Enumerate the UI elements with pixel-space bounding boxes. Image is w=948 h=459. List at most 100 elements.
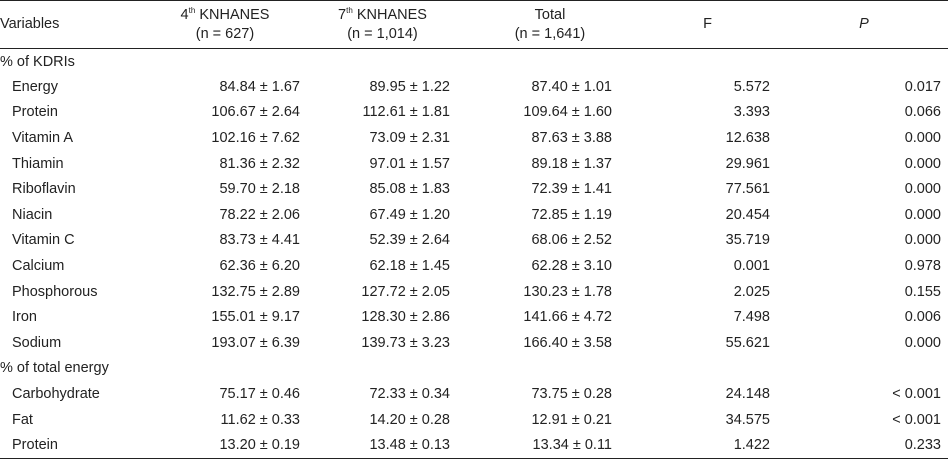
table-row: Fat 11.62 ± 0.33 14.20 ± 0.28 12.91 ± 0.21 3… xyxy=(0,407,948,433)
cell-total: 68.06 ± 2.52 xyxy=(531,232,612,249)
cell-4th-knhanes: 59.70 ± 2.18 xyxy=(219,181,300,198)
cell-total: 62.28 ± 3.10 xyxy=(531,258,612,275)
table-row: Vitamin C 83.73 ± 4.41 52.39 ± 2.64 68.06 ±… xyxy=(0,228,948,254)
cell-p-value: 0.006 xyxy=(904,309,941,326)
table-row: Riboflavin 59.70 ± 2.18 85.08 ± 1.83 72.39 … xyxy=(0,176,948,202)
cell-variable: Protein xyxy=(0,432,150,459)
cell-variable: Iron xyxy=(12,309,37,326)
table-row: Carbohydrate 75.17 ± 0.46 72.33 ± 0.34 73.7… xyxy=(0,381,948,407)
cell-variable: Niacin xyxy=(12,206,53,223)
cell-total: 87.63 ± 3.88 xyxy=(531,130,612,147)
cell-4th-knhanes: 132.75 ± 2.89 xyxy=(211,283,300,300)
header-f: F xyxy=(635,0,780,49)
cell-7th-knhanes: 85.08 ± 1.83 xyxy=(369,181,450,198)
table-body: % of KDRIs Energy 84.84 ± 1.67 89.95 ± 1.22… xyxy=(0,49,948,459)
cell-variable: Energy xyxy=(12,78,58,95)
table-row: Vitamin A 102.16 ± 7.62 73.09 ± 2.31 87.63 … xyxy=(0,125,948,151)
cell-f-value: 2.025 xyxy=(733,283,770,300)
section-header-row: % of total energy xyxy=(0,356,948,382)
cell-4th-knhanes: 84.84 ± 1.67 xyxy=(219,78,300,95)
cell-f-value: 55.621 xyxy=(725,334,770,351)
cell-7th-knhanes: 139.73 ± 3.23 xyxy=(361,334,450,351)
section-header-row: % of KDRIs xyxy=(0,49,948,75)
cell-p-value: 0.000 xyxy=(904,206,941,223)
cell-variable: Vitamin A xyxy=(12,130,73,147)
cell-f-value: 29.961 xyxy=(725,155,770,172)
cell-4th-knhanes: 106.67 ± 2.64 xyxy=(211,104,300,121)
cell-f-value: 0.001 xyxy=(733,258,770,275)
cell-4th-knhanes: 83.73 ± 4.41 xyxy=(219,232,300,249)
cell-total: 166.40 ± 3.58 xyxy=(523,334,612,351)
cell-7th-knhanes: 72.33 ± 0.34 xyxy=(369,386,450,403)
cell-total: 73.75 ± 0.28 xyxy=(531,386,612,403)
cell-4th-knhanes: 81.36 ± 2.32 xyxy=(219,155,300,172)
cell-p-value: 0.017 xyxy=(904,78,941,95)
cell-total: 72.85 ± 1.19 xyxy=(531,206,612,223)
cell-7th-knhanes: 52.39 ± 2.64 xyxy=(369,232,450,249)
cell-7th-knhanes: 13.48 ± 0.13 xyxy=(300,432,465,459)
cell-f-value: 5.572 xyxy=(733,78,770,95)
cell-7th-knhanes: 128.30 ± 2.86 xyxy=(361,309,450,326)
cell-7th-knhanes: 89.95 ± 1.22 xyxy=(369,78,450,95)
cell-4th-knhanes: 62.36 ± 6.20 xyxy=(219,258,300,275)
header-variables: Variables xyxy=(0,0,150,49)
cell-variable: Calcium xyxy=(12,258,65,275)
cell-4th-knhanes: 78.22 ± 2.06 xyxy=(219,206,300,223)
cell-variable: Protein xyxy=(12,104,58,121)
table-row: Phosphorous 132.75 ± 2.89 127.72 ± 2.05 130… xyxy=(0,279,948,305)
cell-variable: Carbohydrate xyxy=(12,386,100,403)
table-row: Energy 84.84 ± 1.67 89.95 ± 1.22 87.40 ± 1.… xyxy=(0,74,948,100)
cell-p-value: 0.000 xyxy=(904,181,941,198)
cell-variable: Riboflavin xyxy=(12,181,76,198)
cell-f-value: 20.454 xyxy=(725,206,770,223)
cell-7th-knhanes: 97.01 ± 1.57 xyxy=(369,155,450,172)
header-p: P xyxy=(780,0,948,49)
cell-variable: Phosphorous xyxy=(12,283,98,300)
header-4th-knhanes: 4th KNHANES (n = 627) xyxy=(150,0,300,49)
cell-p-value: 0.155 xyxy=(904,283,941,300)
cell-f-value: 34.575 xyxy=(725,411,770,428)
cell-7th-knhanes: 73.09 ± 2.31 xyxy=(369,130,450,147)
cell-total: 130.23 ± 1.78 xyxy=(523,283,612,300)
cell-p-value: 0.000 xyxy=(904,130,941,147)
cell-variable: Thiamin xyxy=(12,155,64,172)
cell-7th-knhanes: 127.72 ± 2.05 xyxy=(361,283,450,300)
section-title: % of total energy xyxy=(0,360,109,377)
section-title: % of KDRIs xyxy=(0,53,75,70)
header-row: Variables 4th KNHANES (n = 627) 7th KNHA… xyxy=(0,0,948,49)
cell-7th-knhanes: 112.61 ± 1.81 xyxy=(362,104,450,121)
header-total: Total (n = 1,641) xyxy=(465,0,635,49)
cell-variable: Sodium xyxy=(12,334,62,351)
cell-total: 89.18 ± 1.37 xyxy=(531,155,612,172)
table-row: Iron 155.01 ± 9.17 128.30 ± 2.86 141.66 ± 4… xyxy=(0,304,948,330)
cell-total: 13.34 ± 0.11 xyxy=(465,432,635,459)
cell-total: 141.66 ± 4.72 xyxy=(523,309,612,326)
cell-p-value: 0.000 xyxy=(904,232,941,249)
cell-p-value: 0.000 xyxy=(904,334,941,351)
table-row: Niacin 78.22 ± 2.06 67.49 ± 1.20 72.85 ± 1.… xyxy=(0,202,948,228)
cell-f-value: 1.422 xyxy=(635,432,780,459)
cell-total: 12.91 ± 0.21 xyxy=(531,411,612,428)
cell-p-value: < 0.001 xyxy=(892,411,941,428)
cell-variable: Vitamin C xyxy=(12,232,75,249)
cell-4th-knhanes: 11.62 ± 0.33 xyxy=(220,411,300,428)
cell-p-value: 0.978 xyxy=(904,258,941,275)
table-row: Calcium 62.36 ± 6.20 62.18 ± 1.45 62.28 ± 3… xyxy=(0,253,948,279)
cell-f-value: 12.638 xyxy=(725,130,770,147)
cell-p-value: < 0.001 xyxy=(892,386,941,403)
cell-f-value: 7.498 xyxy=(733,309,770,326)
cell-7th-knhanes: 67.49 ± 1.20 xyxy=(369,206,450,223)
cell-7th-knhanes: 62.18 ± 1.45 xyxy=(369,258,450,275)
cell-4th-knhanes: 13.20 ± 0.19 xyxy=(150,432,300,459)
cell-4th-knhanes: 155.01 ± 9.17 xyxy=(211,309,300,326)
cell-4th-knhanes: 75.17 ± 0.46 xyxy=(219,386,300,403)
cell-p-value: 0.000 xyxy=(904,155,941,172)
cell-total: 109.64 ± 1.60 xyxy=(523,104,612,121)
header-7th-knhanes: 7th KNHANES (n = 1,014) xyxy=(300,0,465,49)
cell-total: 72.39 ± 1.41 xyxy=(531,181,612,198)
cell-f-value: 3.393 xyxy=(733,104,770,121)
cell-variable: Fat xyxy=(12,411,33,428)
cell-f-value: 35.719 xyxy=(725,232,770,249)
table-row: Sodium 193.07 ± 6.39 139.73 ± 3.23 166.40 ±… xyxy=(0,330,948,356)
